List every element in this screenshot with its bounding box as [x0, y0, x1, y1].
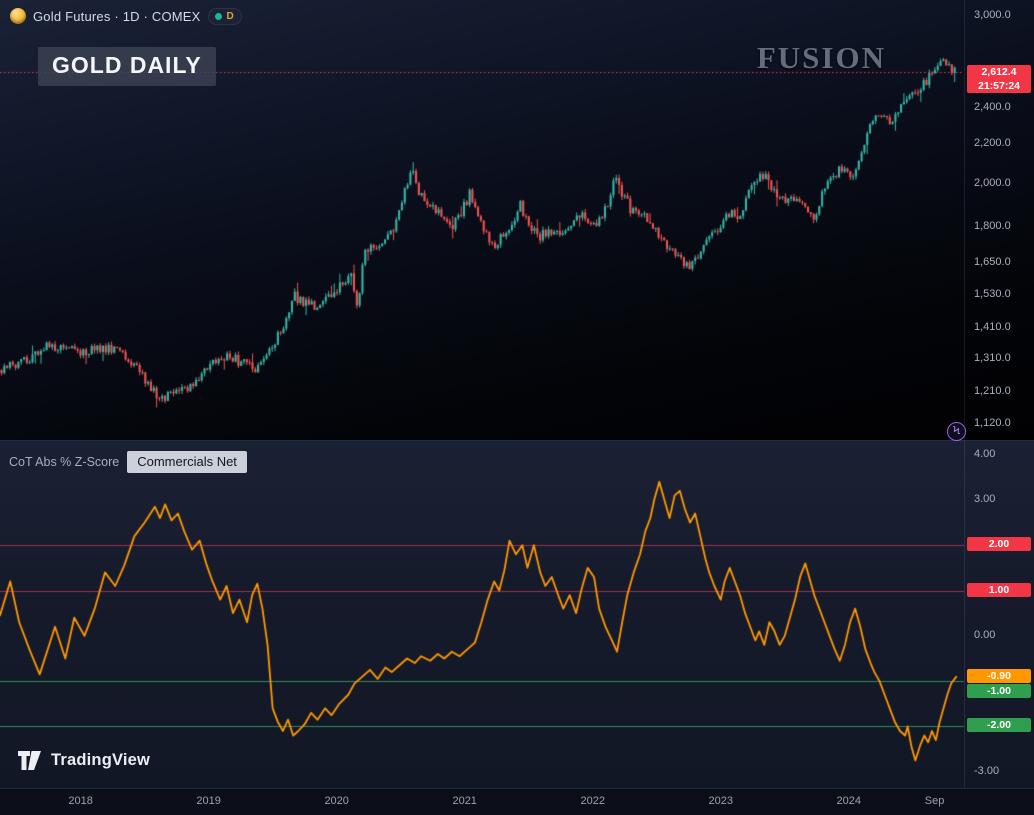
axis-tick-label: 1,310.0 — [974, 351, 1011, 364]
interval-badge: D — [226, 10, 234, 22]
axis-tick-label: 1,530.0 — [974, 287, 1011, 300]
axis-tick-label: 2,400.0 — [974, 101, 1011, 114]
time-axis-label: 2024 — [836, 795, 861, 807]
indicator-legend: CoT Abs % Z-Score Commercials Net — [9, 451, 247, 473]
axis-tick-label: 3.00 — [974, 492, 996, 505]
last-price-value: 2,612.4 — [981, 66, 1017, 79]
axis-tick-label: 2,200.0 — [974, 137, 1011, 150]
time-axis-label: Sep — [924, 795, 945, 807]
last-price-badge: 2,612.4 21:57:24 — [967, 65, 1031, 94]
axis-tick-label: 1,800.0 — [974, 220, 1011, 233]
time-axis-label: 2018 — [68, 795, 93, 807]
time-axis-label: 2020 — [324, 795, 349, 807]
time-axis[interactable]: 2018 2019 2020 2021 2022 2023 2024 Sep — [0, 788, 1034, 815]
zscore-axis-badge: -0.90 — [967, 668, 1031, 683]
zscore-axis-badge: 1.00 — [967, 582, 1031, 597]
zscore-axis-badge: 2.00 — [967, 537, 1031, 552]
axis-tick-label: 2,000.0 — [974, 176, 1011, 189]
time-axis-label: 2023 — [708, 795, 733, 807]
tradingview-mark-icon — [18, 751, 41, 770]
indicator-source-button[interactable]: Commercials Net — [127, 451, 247, 473]
indicator-logo-icon[interactable]: Ϟ — [947, 422, 966, 441]
axis-tick-label: -3.00 — [974, 764, 1000, 777]
chart-title-box: GOLD DAILY — [38, 47, 216, 86]
fusion-watermark: FUSION — [756, 40, 886, 75]
time-axis-label: 2021 — [452, 795, 477, 807]
axis-tick-label: 4.00 — [974, 447, 996, 460]
axis-tick-label: 1,120.0 — [974, 416, 1011, 429]
symbol-legend[interactable]: Gold Futures · 1D · COMEX D — [10, 6, 242, 26]
axis-tick-label: 1,210.0 — [974, 384, 1011, 397]
axis-tick-label: 1,650.0 — [974, 256, 1011, 269]
zscore-axis-badge: -1.00 — [967, 684, 1031, 699]
indicator-pane[interactable]: CoT Abs % Z-Score Commercials Net Tradin… — [0, 440, 1034, 789]
last-price-time: 21:57:24 — [977, 80, 1021, 93]
indicator-name[interactable]: CoT Abs % Z-Score — [9, 455, 120, 469]
time-axis-label: 2019 — [196, 795, 221, 807]
symbol-title[interactable]: Gold Futures · 1D · COMEX — [33, 8, 201, 24]
zscore-chart-canvas[interactable] — [0, 441, 1034, 789]
axis-tick-label: 3,000.0 — [974, 8, 1011, 21]
chart-title: GOLD DAILY — [52, 52, 202, 78]
axis-tick-label: 1,410.0 — [974, 321, 1011, 334]
tradingview-brand-text: TradingView — [51, 751, 151, 769]
zscore-axis-badge: -2.00 — [967, 718, 1031, 733]
gold-symbol-icon — [10, 8, 26, 24]
price-pane[interactable]: Gold Futures · 1D · COMEX D GOLD DAILY F… — [0, 0, 1034, 440]
tradingview-logo[interactable]: TradingView — [18, 751, 150, 770]
market-status-dot-icon — [214, 12, 222, 20]
time-axis-label: 2022 — [580, 795, 605, 807]
axis-tick-label: 0.00 — [974, 628, 996, 641]
price-scale[interactable]: 2,612.4 21:57:24 3,000.0 2,400.0 2,200.0 2,… — [964, 0, 1034, 788]
status-pill[interactable]: D — [207, 7, 242, 25]
